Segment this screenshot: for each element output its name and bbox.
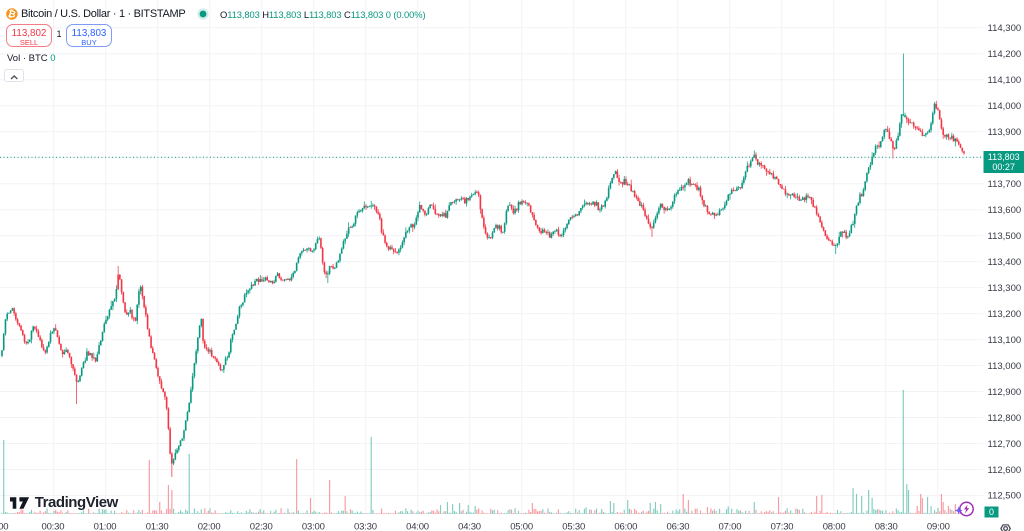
svg-text:02:00: 02:00 (198, 521, 221, 531)
svg-text:112,700: 112,700 (988, 439, 1022, 450)
svg-text:114,200: 114,200 (988, 49, 1022, 60)
svg-text:05:00: 05:00 (510, 521, 533, 531)
svg-text:06:30: 06:30 (667, 521, 690, 531)
svg-text:114,100: 114,100 (988, 75, 1022, 86)
svg-text:05:30: 05:30 (562, 521, 585, 531)
svg-text:113,000: 113,000 (988, 361, 1022, 372)
svg-text:07:00: 07:00 (719, 521, 742, 531)
svg-text:113,700: 113,700 (988, 179, 1022, 190)
svg-text:00:27: 00:27 (992, 162, 1015, 172)
svg-text:01:00: 01:00 (94, 521, 117, 531)
svg-text:00:00: 00:00 (0, 521, 8, 531)
svg-text:112,500: 112,500 (988, 491, 1022, 502)
svg-text:09:00: 09:00 (927, 521, 950, 531)
svg-text:114,300: 114,300 (988, 23, 1022, 34)
svg-text:113,300: 113,300 (988, 283, 1022, 294)
svg-text:112,900: 112,900 (988, 387, 1022, 398)
svg-text:07:30: 07:30 (771, 521, 794, 531)
svg-text:01:30: 01:30 (146, 521, 169, 531)
svg-text:113,200: 113,200 (988, 309, 1022, 320)
svg-text:00:30: 00:30 (42, 521, 65, 531)
svg-text:113,500: 113,500 (988, 231, 1022, 242)
svg-text:06:00: 06:00 (614, 521, 637, 531)
svg-text:03:30: 03:30 (354, 521, 377, 531)
svg-text:04:30: 04:30 (458, 521, 481, 531)
svg-text:0: 0 (989, 507, 994, 517)
svg-text:08:30: 08:30 (875, 521, 898, 531)
svg-text:113,600: 113,600 (988, 205, 1022, 216)
svg-text:03:00: 03:00 (302, 521, 325, 531)
svg-text:₿: ₿ (7, 8, 17, 20)
svg-text:04:00: 04:00 (406, 521, 429, 531)
svg-text:08:00: 08:00 (823, 521, 846, 531)
svg-text:02:30: 02:30 (250, 521, 273, 531)
svg-text:112,600: 112,600 (988, 465, 1022, 476)
svg-text:114,000: 114,000 (988, 101, 1022, 112)
svg-text:112,800: 112,800 (988, 413, 1022, 424)
svg-text:113,803: 113,803 (988, 152, 1020, 162)
svg-text:113,400: 113,400 (988, 257, 1022, 268)
svg-text:113,900: 113,900 (988, 127, 1022, 138)
svg-text:113,100: 113,100 (988, 335, 1022, 346)
